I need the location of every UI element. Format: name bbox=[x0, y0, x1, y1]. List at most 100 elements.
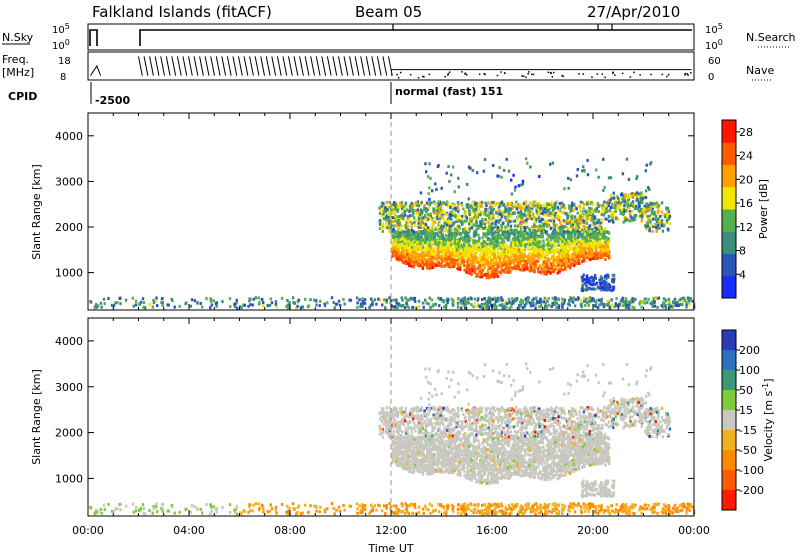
power-echo-cell bbox=[429, 226, 433, 230]
power-echo-cell bbox=[480, 210, 484, 214]
power-echo-cell bbox=[607, 176, 611, 180]
power-echo-cell bbox=[488, 250, 491, 254]
power-echo-cell bbox=[446, 200, 449, 204]
power-echo-cell bbox=[638, 192, 641, 196]
power-echo-cell bbox=[439, 297, 443, 301]
power-echo-cell bbox=[524, 221, 527, 225]
power-echo-cell bbox=[488, 262, 491, 266]
power-echo-cell bbox=[655, 205, 658, 209]
power-echo-cell bbox=[407, 246, 410, 250]
power-echo-cell bbox=[457, 227, 460, 231]
power-echo-cell bbox=[363, 298, 367, 302]
power-echo-cell bbox=[557, 260, 560, 264]
power-echo-cell bbox=[212, 299, 215, 303]
nave-dot bbox=[447, 72, 450, 75]
power-echo-cell bbox=[597, 237, 601, 241]
nave-dot bbox=[561, 74, 563, 77]
power-echo-cell bbox=[395, 230, 399, 234]
power-echo-cell bbox=[414, 236, 417, 240]
power-echo-cell bbox=[609, 193, 612, 197]
power-echo-cell bbox=[636, 191, 639, 195]
nave-dot bbox=[532, 73, 535, 76]
power-echo-cell bbox=[401, 240, 404, 244]
power-echo-cell bbox=[481, 245, 484, 249]
power-echo-cell bbox=[643, 301, 646, 305]
power-echo-cell bbox=[492, 201, 495, 205]
power-echo-cell bbox=[468, 222, 471, 226]
power-echo-cell bbox=[610, 218, 613, 222]
power-echo-cell bbox=[493, 253, 496, 256]
power-echo-cell bbox=[480, 258, 483, 262]
power-echo-cell bbox=[550, 244, 554, 248]
power-echo-cell bbox=[393, 213, 396, 217]
power-echo-cell bbox=[383, 298, 386, 302]
power-echo-cell bbox=[524, 297, 528, 301]
nave-dot bbox=[612, 71, 614, 73]
power-echo-cell bbox=[578, 231, 581, 235]
power-echo-cell bbox=[381, 222, 385, 226]
power-echo-cell bbox=[400, 231, 403, 235]
power-echo-cell bbox=[438, 222, 441, 226]
power-echo-cell bbox=[453, 190, 456, 194]
date-title: 27/Apr/2010 bbox=[587, 3, 680, 21]
power-echo-cell bbox=[442, 257, 445, 261]
nave-dot bbox=[464, 73, 466, 75]
power-echo-cell bbox=[454, 246, 458, 250]
power-echo-cell bbox=[688, 299, 691, 303]
power-echo-cell bbox=[669, 305, 673, 308]
power-echo-cell bbox=[494, 230, 497, 234]
power-echo-cell bbox=[616, 195, 619, 199]
power-echo-cell bbox=[591, 241, 595, 244]
freq-tick-bottom: 8 bbox=[60, 72, 66, 83]
power-echo-cell bbox=[564, 267, 567, 270]
power-echo-cell bbox=[599, 221, 602, 225]
power-echo-cell bbox=[451, 165, 455, 169]
power-echo-cell bbox=[611, 214, 614, 218]
power-echo-cell bbox=[393, 231, 396, 235]
power-echo-cell bbox=[414, 209, 417, 213]
power-echo-cell bbox=[488, 247, 492, 250]
power-echo-cell bbox=[619, 204, 622, 208]
power-echo-cell bbox=[567, 259, 571, 263]
power-echo-cell bbox=[552, 211, 555, 215]
power-echo-cell bbox=[588, 200, 591, 204]
power-echo-cell bbox=[486, 254, 489, 258]
power-echo-cell bbox=[423, 206, 426, 210]
power-echo-cell bbox=[598, 243, 601, 247]
power-echo-cell bbox=[475, 255, 478, 259]
power-echo-cell bbox=[633, 306, 636, 310]
power-echo-cell bbox=[440, 260, 444, 264]
power-echo-cell bbox=[396, 244, 399, 247]
power-echo-cell bbox=[538, 224, 541, 228]
power-echo-cell bbox=[380, 204, 383, 208]
power-echo-cell bbox=[538, 219, 541, 223]
power-echo-cell bbox=[616, 201, 619, 205]
power-echo-cell bbox=[483, 302, 486, 306]
power-echo-cell bbox=[465, 270, 468, 274]
power-echo-cell bbox=[563, 231, 567, 235]
power-echo-cell bbox=[506, 213, 509, 217]
power-echo-cell bbox=[487, 238, 490, 242]
nave-dot bbox=[596, 73, 599, 75]
power-echo-cell bbox=[494, 259, 498, 263]
power-echo-cell bbox=[478, 206, 481, 210]
power-echo-cell bbox=[515, 229, 518, 233]
power-echo-cell bbox=[209, 306, 212, 310]
power-echo-cell bbox=[451, 255, 454, 259]
power-echo-cell bbox=[430, 201, 433, 205]
power-echo-cell bbox=[480, 252, 483, 256]
power-echo-cell bbox=[629, 300, 633, 304]
power-echo-cell bbox=[414, 249, 418, 253]
power-echo-cell bbox=[646, 205, 649, 209]
power-echo-cell bbox=[401, 224, 404, 228]
power-echo-cell bbox=[598, 226, 601, 230]
power-echo-cell bbox=[547, 303, 551, 307]
power-echo-cell bbox=[579, 207, 582, 211]
power-echo-cell bbox=[556, 214, 560, 218]
power-echo-cell bbox=[408, 207, 412, 211]
nsearch-tick-bottom: 100 bbox=[705, 38, 723, 52]
power-echo-cell bbox=[455, 228, 459, 232]
power-echo-cell bbox=[463, 268, 466, 272]
power-echo-cell bbox=[517, 248, 521, 252]
power-echo-cell bbox=[450, 257, 453, 261]
